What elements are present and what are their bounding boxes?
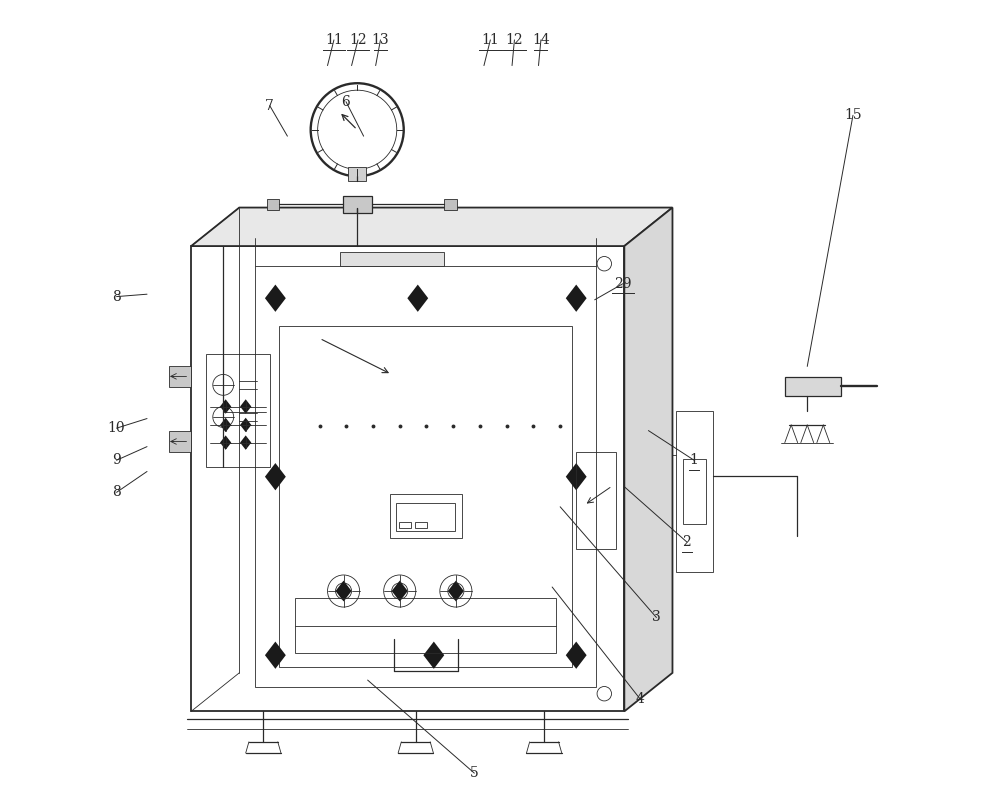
Polygon shape [265,642,286,669]
Polygon shape [240,436,251,450]
Bar [169,366,191,386]
Bar [415,522,427,528]
Polygon shape [265,463,286,490]
Polygon shape [392,580,408,601]
Text: 11: 11 [481,33,499,47]
Bar [169,431,191,452]
Text: 11: 11 [325,33,343,47]
Polygon shape [566,463,587,490]
Text: 6: 6 [342,95,350,109]
Bar [396,503,455,531]
Polygon shape [624,208,672,712]
Polygon shape [240,399,251,414]
Bar [255,266,596,687]
Polygon shape [191,208,672,246]
Text: 9: 9 [112,453,121,467]
Polygon shape [566,642,587,669]
Bar [444,199,457,210]
Polygon shape [423,642,444,669]
Text: 8: 8 [112,485,121,499]
Text: 4: 4 [636,692,645,706]
Bar [279,326,572,667]
Bar [676,411,713,572]
Bar [191,246,624,712]
Polygon shape [448,580,464,601]
Text: 12: 12 [506,33,523,47]
Text: 29: 29 [614,277,631,291]
Text: 5: 5 [470,766,479,780]
Bar [340,252,444,266]
Text: 10: 10 [108,421,125,436]
Text: 8: 8 [112,290,121,303]
Polygon shape [566,285,587,312]
Bar [348,167,366,181]
Polygon shape [220,436,231,450]
Bar [576,452,616,548]
Text: 1: 1 [690,453,699,467]
Text: 3: 3 [652,610,661,625]
Text: 13: 13 [372,33,389,47]
Bar [267,199,279,210]
Text: 15: 15 [844,109,862,122]
Bar [683,460,706,523]
Bar [206,354,270,467]
Text: 12: 12 [349,33,367,47]
Polygon shape [220,399,231,414]
Polygon shape [265,285,286,312]
Bar [343,196,372,213]
Text: 7: 7 [265,99,274,113]
Polygon shape [240,418,251,432]
Text: 2: 2 [683,535,691,549]
Polygon shape [336,580,352,601]
Text: 14: 14 [532,33,550,47]
Polygon shape [407,285,428,312]
Bar [399,522,411,528]
Polygon shape [220,418,231,432]
Bar [295,598,556,653]
Bar [390,493,462,538]
Bar [785,377,841,396]
